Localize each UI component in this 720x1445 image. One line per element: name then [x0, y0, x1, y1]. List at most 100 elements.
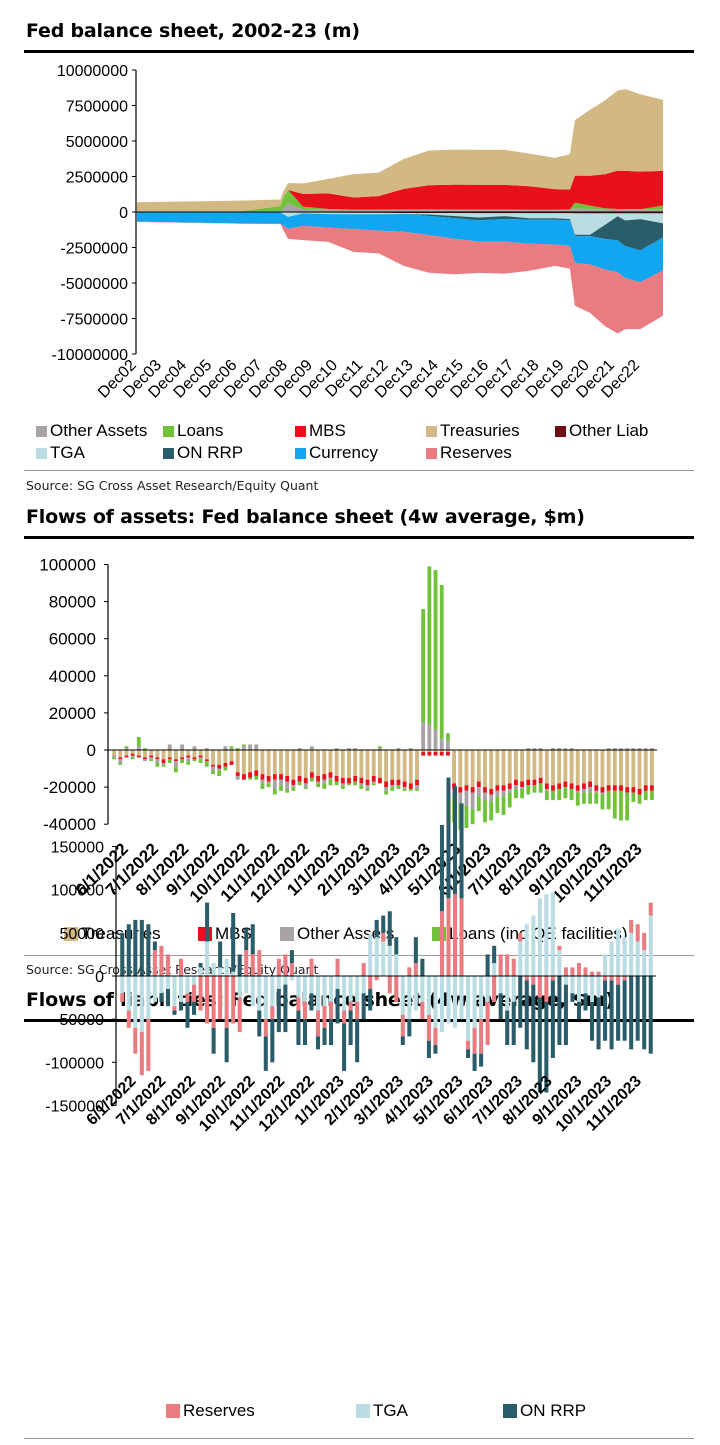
bar-tga [348, 976, 353, 1002]
bar-loans [130, 757, 135, 760]
bar-reserves [550, 976, 555, 981]
bar-other-assets [371, 781, 376, 784]
bar-tga [407, 976, 412, 1020]
bar-tga [152, 976, 157, 1002]
bar-mbs [588, 781, 593, 788]
bar-treasuries [204, 750, 209, 760]
bar-tga [374, 937, 379, 976]
bar-on-rrp [152, 941, 157, 951]
legend-mbs: MBS [295, 421, 346, 441]
legend-label: MBS [309, 421, 346, 440]
bar-mbs [569, 783, 574, 789]
bar-loans [625, 792, 630, 821]
bar-other-assets [384, 787, 389, 791]
area-treasuries [137, 89, 663, 212]
bar-on-rrp [146, 924, 151, 976]
bar-tga [244, 976, 249, 994]
bar-reserves [616, 976, 621, 985]
bar-on-rrp [394, 937, 399, 955]
bar-tga [413, 976, 418, 1011]
chart2-bar-chart: 100000800006000040000200000-20000-400006… [39, 556, 657, 906]
chart3-bottom-rule [24, 1438, 694, 1439]
bar-treasuries [408, 750, 413, 784]
bar-on-rrp [198, 963, 203, 968]
bar-reserves [433, 1027, 438, 1046]
bar-treasuries [316, 750, 321, 776]
bar-mbs [143, 757, 147, 760]
bar-tga [361, 976, 366, 994]
bar-mbs [347, 777, 351, 784]
bar-tga [322, 976, 327, 1007]
bar-treasuries [415, 750, 419, 780]
bar-treasuries [303, 750, 308, 778]
bar-treasuries [476, 750, 481, 782]
bar-treasuries [235, 750, 240, 773]
bar-on-rrp [648, 976, 653, 1054]
bar-other-assets [557, 748, 562, 750]
bar-on-rrp [557, 976, 562, 1046]
bar-tga [439, 976, 444, 1033]
bar-other-assets [303, 783, 308, 788]
bar-other-assets [334, 748, 339, 750]
legend-other-liab: Other Liab [555, 421, 648, 441]
bar-mbs [353, 775, 358, 782]
bar-mbs [241, 774, 246, 780]
y-tick-label: 10000000 [57, 63, 128, 80]
bar-loans [136, 737, 141, 747]
y-tick-label: 5000000 [66, 134, 128, 151]
bar-loans [631, 792, 636, 802]
bar-treasuries [192, 750, 197, 758]
bar-other-assets [192, 746, 197, 750]
legend-label: Other Assets [297, 924, 395, 943]
bar-loans [235, 748, 240, 750]
legend-swatch-currency [295, 447, 306, 459]
bar-treasuries [112, 750, 117, 756]
bar-loans [248, 777, 253, 780]
bar-treasuries [340, 750, 345, 778]
legend-label: Treasuries [440, 421, 520, 440]
bar-tga [231, 971, 236, 976]
bar-other-assets [229, 748, 234, 750]
bar-tga [485, 976, 490, 1002]
bar-mbs [520, 781, 525, 788]
bar-mbs [161, 759, 166, 763]
legend-swatch-treasuries [64, 927, 78, 941]
bar-tga [289, 976, 294, 981]
bar-loans [396, 785, 401, 789]
bar-other-assets [235, 775, 240, 780]
bar-mbs [439, 751, 444, 756]
bar-loans [581, 792, 586, 804]
bar-reserves [355, 1001, 360, 1020]
bar-on-rrp [211, 1027, 216, 1054]
legend-swatch-reserves [426, 447, 437, 459]
bar-mbs [390, 779, 395, 786]
legend-currency: Currency [295, 443, 378, 463]
bar-tga [603, 954, 608, 976]
bar-loans [415, 788, 419, 791]
bar-reserves [335, 958, 340, 976]
bar-on-rrp [479, 1053, 484, 1067]
bar-treasuries [390, 750, 395, 780]
bar-on-rrp [537, 997, 542, 1093]
bar-loans [563, 787, 568, 799]
bar-loans [569, 788, 574, 801]
bar-reserves [387, 976, 392, 994]
bar-loans [501, 796, 506, 815]
y-tick-label: 150000 [51, 840, 104, 857]
bar-tga [576, 976, 581, 1002]
bar-reserves [576, 963, 581, 976]
bar-on-rrp [472, 1053, 477, 1071]
bar-treasuries [309, 750, 314, 773]
bar-treasuries [483, 750, 487, 788]
legend-swatch-on-rrp [163, 447, 174, 459]
bar-other-assets [359, 783, 364, 786]
legend-other-assets: Other Assets [36, 421, 147, 441]
bar-tga [146, 976, 151, 1020]
bar-treasuries [421, 750, 426, 752]
bar-on-rrp [263, 1036, 268, 1071]
bar-mbs [501, 785, 506, 791]
bar-on-rrp [257, 1010, 262, 1037]
bar-other-assets [520, 787, 525, 789]
bar-tga [185, 976, 190, 994]
bar-mbs [489, 788, 494, 795]
